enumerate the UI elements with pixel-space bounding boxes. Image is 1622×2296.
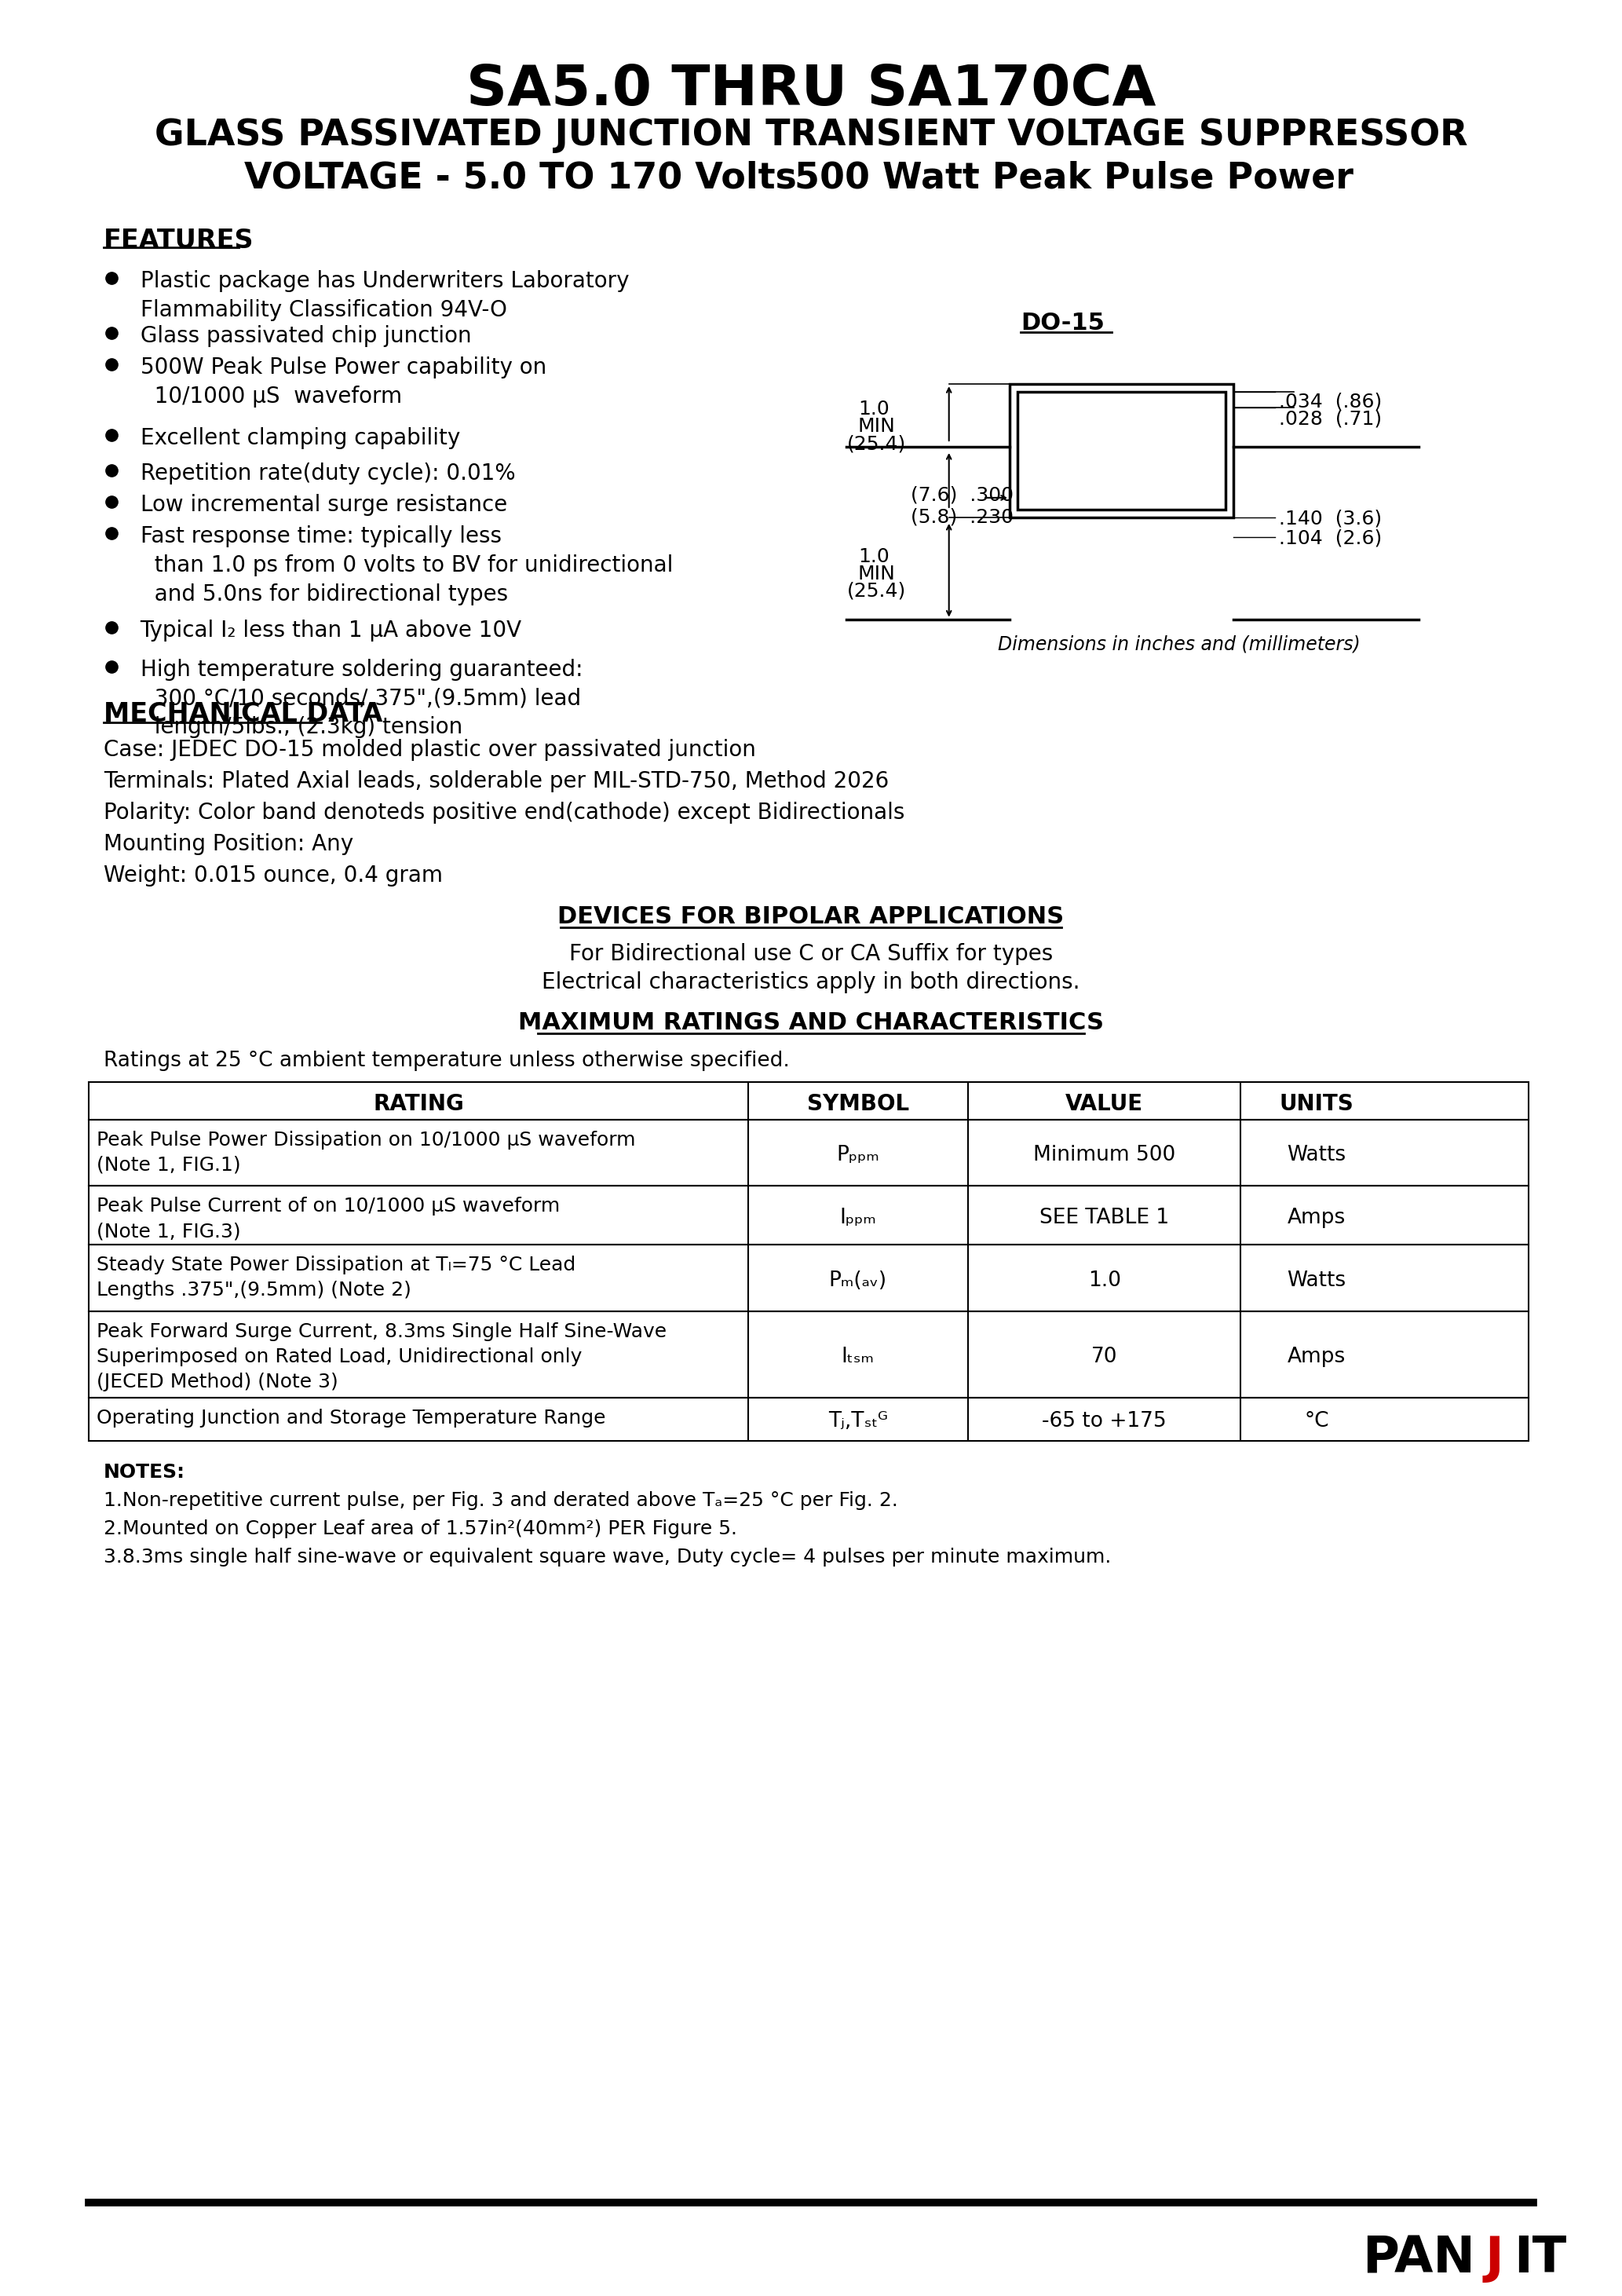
Bar xyxy=(1017,393,1226,510)
Text: Superimposed on Rated Load, Unidirectional only: Superimposed on Rated Load, Unidirection… xyxy=(96,1348,582,1366)
Text: RATING: RATING xyxy=(373,1093,464,1116)
Text: Excellent clamping capability: Excellent clamping capability xyxy=(139,427,461,450)
Text: Fast response time: typically less: Fast response time: typically less xyxy=(139,526,501,546)
Text: IT: IT xyxy=(1513,2234,1567,2282)
Text: Typical I₂ less than 1 µA above 10V: Typical I₂ less than 1 µA above 10V xyxy=(139,620,522,641)
Text: Minimum 500: Minimum 500 xyxy=(1033,1146,1176,1166)
Text: .034  (.86): .034 (.86) xyxy=(1278,393,1382,411)
Text: (7.6)  .300: (7.6) .300 xyxy=(912,487,1014,505)
Text: 3.8.3ms single half sine-wave or equivalent square wave, Duty cycle= 4 pulses pe: 3.8.3ms single half sine-wave or equival… xyxy=(104,1548,1111,1566)
Text: (25.4): (25.4) xyxy=(847,434,905,452)
Text: Iₚₚₘ: Iₚₚₘ xyxy=(840,1208,876,1228)
Text: VOLTAGE - 5.0 TO 170 Volts: VOLTAGE - 5.0 TO 170 Volts xyxy=(245,161,796,195)
Text: Weight: 0.015 ounce, 0.4 gram: Weight: 0.015 ounce, 0.4 gram xyxy=(104,866,443,886)
Text: SA5.0 THRU SA170CA: SA5.0 THRU SA170CA xyxy=(466,62,1156,117)
Text: High temperature soldering guaranteed:: High temperature soldering guaranteed: xyxy=(139,659,582,680)
Text: (JECED Method) (Note 3): (JECED Method) (Note 3) xyxy=(96,1373,337,1391)
Text: 10/1000 µS  waveform: 10/1000 µS waveform xyxy=(139,386,402,409)
Text: 1.Non-repetitive current pulse, per Fig. 3 and derated above Tₐ=25 °C per Fig. 2: 1.Non-repetitive current pulse, per Fig.… xyxy=(104,1490,899,1511)
Text: Peak Pulse Power Dissipation on 10/1000 µS waveform: Peak Pulse Power Dissipation on 10/1000 … xyxy=(96,1130,636,1150)
Text: MAXIMUM RATINGS AND CHARACTERISTICS: MAXIMUM RATINGS AND CHARACTERISTICS xyxy=(517,1010,1105,1033)
Text: Plastic package has Underwriters Laboratory: Plastic package has Underwriters Laborat… xyxy=(139,271,629,292)
Text: .104  (2.6): .104 (2.6) xyxy=(1278,528,1382,549)
Bar xyxy=(89,1311,1530,1398)
Text: DO-15: DO-15 xyxy=(1020,312,1105,335)
Text: -65 to +175: -65 to +175 xyxy=(1041,1412,1166,1433)
Text: .028  (.71): .028 (.71) xyxy=(1278,409,1382,427)
Text: UNITS: UNITS xyxy=(1280,1093,1354,1116)
Text: (5.8)  .230: (5.8) .230 xyxy=(912,507,1014,526)
Text: Amps: Amps xyxy=(1288,1208,1346,1228)
Text: (25.4): (25.4) xyxy=(847,581,905,602)
Text: Steady State Power Dissipation at Tₗ=75 °C Lead: Steady State Power Dissipation at Tₗ=75 … xyxy=(96,1256,576,1274)
Text: (Note 1, FIG.1): (Note 1, FIG.1) xyxy=(96,1155,240,1173)
Text: SYMBOL: SYMBOL xyxy=(806,1093,908,1116)
Text: Pₚₚₘ: Pₚₚₘ xyxy=(837,1146,879,1166)
Text: Electrical characteristics apply in both directions.: Electrical characteristics apply in both… xyxy=(542,971,1080,994)
Text: For Bidirectional use C or CA Suffix for types: For Bidirectional use C or CA Suffix for… xyxy=(569,944,1053,964)
Bar xyxy=(89,1120,1530,1187)
Text: Flammability Classification 94V-O: Flammability Classification 94V-O xyxy=(139,298,506,321)
Text: MIN: MIN xyxy=(858,565,895,583)
Text: and 5.0ns for bidirectional types: and 5.0ns for bidirectional types xyxy=(139,583,508,606)
Text: Repetition rate(duty cycle): 0.01%: Repetition rate(duty cycle): 0.01% xyxy=(139,461,516,484)
Text: Mounting Position: Any: Mounting Position: Any xyxy=(104,833,354,854)
Text: 1.0: 1.0 xyxy=(1088,1270,1121,1290)
Text: 2.Mounted on Copper Leaf area of 1.57in²(40mm²) PER Figure 5.: 2.Mounted on Copper Leaf area of 1.57in²… xyxy=(104,1520,738,1538)
Bar xyxy=(89,1187,1530,1244)
Text: Polarity: Color band denoteds positive end(cathode) except Bidirectionals: Polarity: Color band denoteds positive e… xyxy=(104,801,905,824)
Text: (Note 1, FIG.3): (Note 1, FIG.3) xyxy=(96,1221,240,1240)
Text: 500 Watt Peak Pulse Power: 500 Watt Peak Pulse Power xyxy=(795,161,1353,195)
Text: Dimensions in inches and (millimeters): Dimensions in inches and (millimeters) xyxy=(998,636,1361,654)
Text: MECHANICAL DATA: MECHANICAL DATA xyxy=(104,703,383,728)
Text: Watts: Watts xyxy=(1288,1146,1346,1166)
Text: length/5lbs., (2.3kg) tension: length/5lbs., (2.3kg) tension xyxy=(139,716,462,739)
Text: Operating Junction and Storage Temperature Range: Operating Junction and Storage Temperatu… xyxy=(96,1410,605,1428)
Text: 1.0: 1.0 xyxy=(858,546,889,567)
Text: Lengths .375",(9.5mm) (Note 2): Lengths .375",(9.5mm) (Note 2) xyxy=(96,1281,410,1300)
Bar xyxy=(89,1398,1530,1442)
Text: DEVICES FOR BIPOLAR APPLICATIONS: DEVICES FOR BIPOLAR APPLICATIONS xyxy=(558,905,1064,928)
Text: 1.0: 1.0 xyxy=(858,400,889,418)
Text: Iₜₛₘ: Iₜₛₘ xyxy=(842,1348,874,1366)
Text: Case: JEDEC DO-15 molded plastic over passivated junction: Case: JEDEC DO-15 molded plastic over pa… xyxy=(104,739,756,762)
Text: than 1.0 ps from 0 volts to BV for unidirectional: than 1.0 ps from 0 volts to BV for unidi… xyxy=(139,553,673,576)
Text: NOTES:: NOTES: xyxy=(104,1463,185,1481)
Text: Glass passivated chip junction: Glass passivated chip junction xyxy=(139,326,472,347)
Text: VALUE: VALUE xyxy=(1066,1093,1144,1116)
Text: Terminals: Plated Axial leads, solderable per MIL-STD-750, Method 2026: Terminals: Plated Axial leads, solderabl… xyxy=(104,771,889,792)
Text: Pₘ(ₐᵥ): Pₘ(ₐᵥ) xyxy=(829,1270,887,1290)
Text: Ratings at 25 °C ambient temperature unless otherwise specified.: Ratings at 25 °C ambient temperature unl… xyxy=(104,1049,790,1070)
Text: SEE TABLE 1: SEE TABLE 1 xyxy=(1040,1208,1169,1228)
Text: °C: °C xyxy=(1304,1412,1328,1433)
Text: J: J xyxy=(1484,2234,1504,2282)
Text: 70: 70 xyxy=(1092,1348,1118,1366)
Text: Amps: Amps xyxy=(1288,1348,1346,1366)
Text: GLASS PASSIVATED JUNCTION TRANSIENT VOLTAGE SUPPRESSOR: GLASS PASSIVATED JUNCTION TRANSIENT VOLT… xyxy=(154,117,1468,154)
Text: Watts: Watts xyxy=(1288,1270,1346,1290)
Text: PAN: PAN xyxy=(1362,2234,1474,2282)
Bar xyxy=(89,1244,1530,1311)
Bar xyxy=(89,1081,1530,1120)
Bar xyxy=(1009,383,1233,517)
Text: 500W Peak Pulse Power capability on: 500W Peak Pulse Power capability on xyxy=(139,356,547,379)
Text: Low incremental surge resistance: Low incremental surge resistance xyxy=(139,494,508,517)
Text: .140  (3.6): .140 (3.6) xyxy=(1278,510,1382,528)
Text: Tⱼ,Tₛₜᴳ: Tⱼ,Tₛₜᴳ xyxy=(829,1412,887,1433)
Text: Peak Forward Surge Current, 8.3ms Single Half Sine-Wave: Peak Forward Surge Current, 8.3ms Single… xyxy=(96,1322,667,1341)
Text: FEATURES: FEATURES xyxy=(104,227,255,253)
Text: MIN: MIN xyxy=(858,418,895,436)
Text: Peak Pulse Current of on 10/1000 µS waveform: Peak Pulse Current of on 10/1000 µS wave… xyxy=(96,1196,560,1217)
Text: 300 °C/10 seconds/.375",(9.5mm) lead: 300 °C/10 seconds/.375",(9.5mm) lead xyxy=(139,687,581,709)
